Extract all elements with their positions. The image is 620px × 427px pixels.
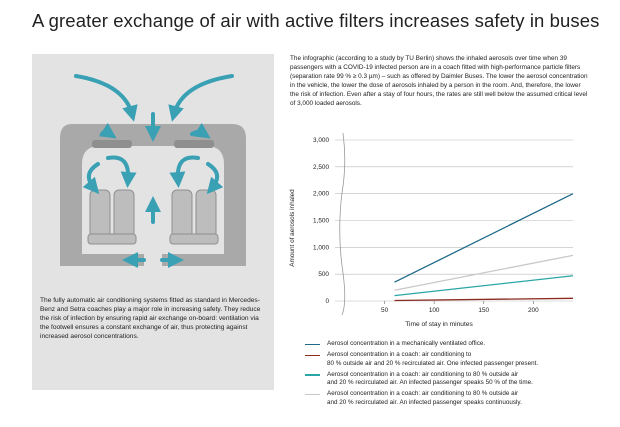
series-line: [394, 193, 574, 283]
legend-item: Aerosol concentration in a coach: air co…: [305, 371, 595, 388]
x-tick-label: 50: [381, 307, 389, 314]
bus-cross-section-illustration: [60, 74, 246, 268]
x-axis-label: Time of stay in minutes: [405, 321, 473, 328]
legend-label: Aerosol concentration in a coach: air co…: [327, 351, 472, 359]
legend-label: 80 % outside air and 20 % recirculated a…: [327, 359, 539, 367]
x-tick-label: 100: [429, 307, 440, 314]
legend-item: Aerosol concentration in a mechanically …: [305, 340, 595, 348]
legend-item: Aerosol concentration in a coach: air co…: [305, 390, 595, 407]
legend-swatch: [305, 354, 320, 357]
aerosol-line-chart: 0 500 1,000 1,500 2,000 2,500 3,000 50 100 150 20…: [289, 132, 574, 328]
y-tick-label: 1,000: [313, 244, 329, 251]
legend-item: Aerosol concentration in a coach: air co…: [305, 351, 595, 368]
axis-break: [339, 132, 346, 316]
legend-swatch: [305, 374, 320, 376]
seat-left: [87, 189, 137, 245]
page-title: A greater exchange of air with active fi…: [32, 10, 600, 31]
x-tick-label: 200: [528, 307, 539, 314]
y-tick-label: 2,500: [313, 164, 329, 171]
legend-label: Aerosol concentration in a coach: air co…: [327, 370, 519, 378]
y-tick-label: 500: [318, 271, 329, 278]
y-axis-label: Amount of aerosols inhaled: [289, 189, 296, 267]
legend-swatch: [305, 343, 320, 345]
series-line: [394, 275, 574, 297]
y-tick-label: 2,000: [313, 191, 329, 198]
panel-caption: The fully automatic air conditioning sys…: [40, 297, 261, 340]
legend-label: and 20 % recirculated air. An infected p…: [327, 398, 522, 406]
series-line: [394, 297, 574, 302]
y-tick-label: 1,500: [313, 218, 329, 225]
intro-text: The infographic (according to a study by…: [290, 55, 588, 107]
bus-body: [60, 124, 246, 266]
legend-swatch: [305, 393, 320, 396]
legend-label: Aerosol concentration in a coach: air co…: [327, 390, 519, 398]
seat-right: [169, 189, 219, 245]
legend-label: and 20 % recirculated air. An infected p…: [327, 379, 533, 387]
y-tick-label: 3,000: [313, 137, 329, 144]
chart-legend: Aerosol concentration in a mechanically …: [305, 340, 595, 410]
legend-label: Aerosol concentration in a mechanically …: [327, 340, 486, 347]
y-tick-label: 0: [325, 298, 329, 305]
x-tick-label: 150: [478, 307, 489, 314]
series-line: [394, 254, 574, 291]
airflow-arrow-icon: [74, 74, 234, 268]
